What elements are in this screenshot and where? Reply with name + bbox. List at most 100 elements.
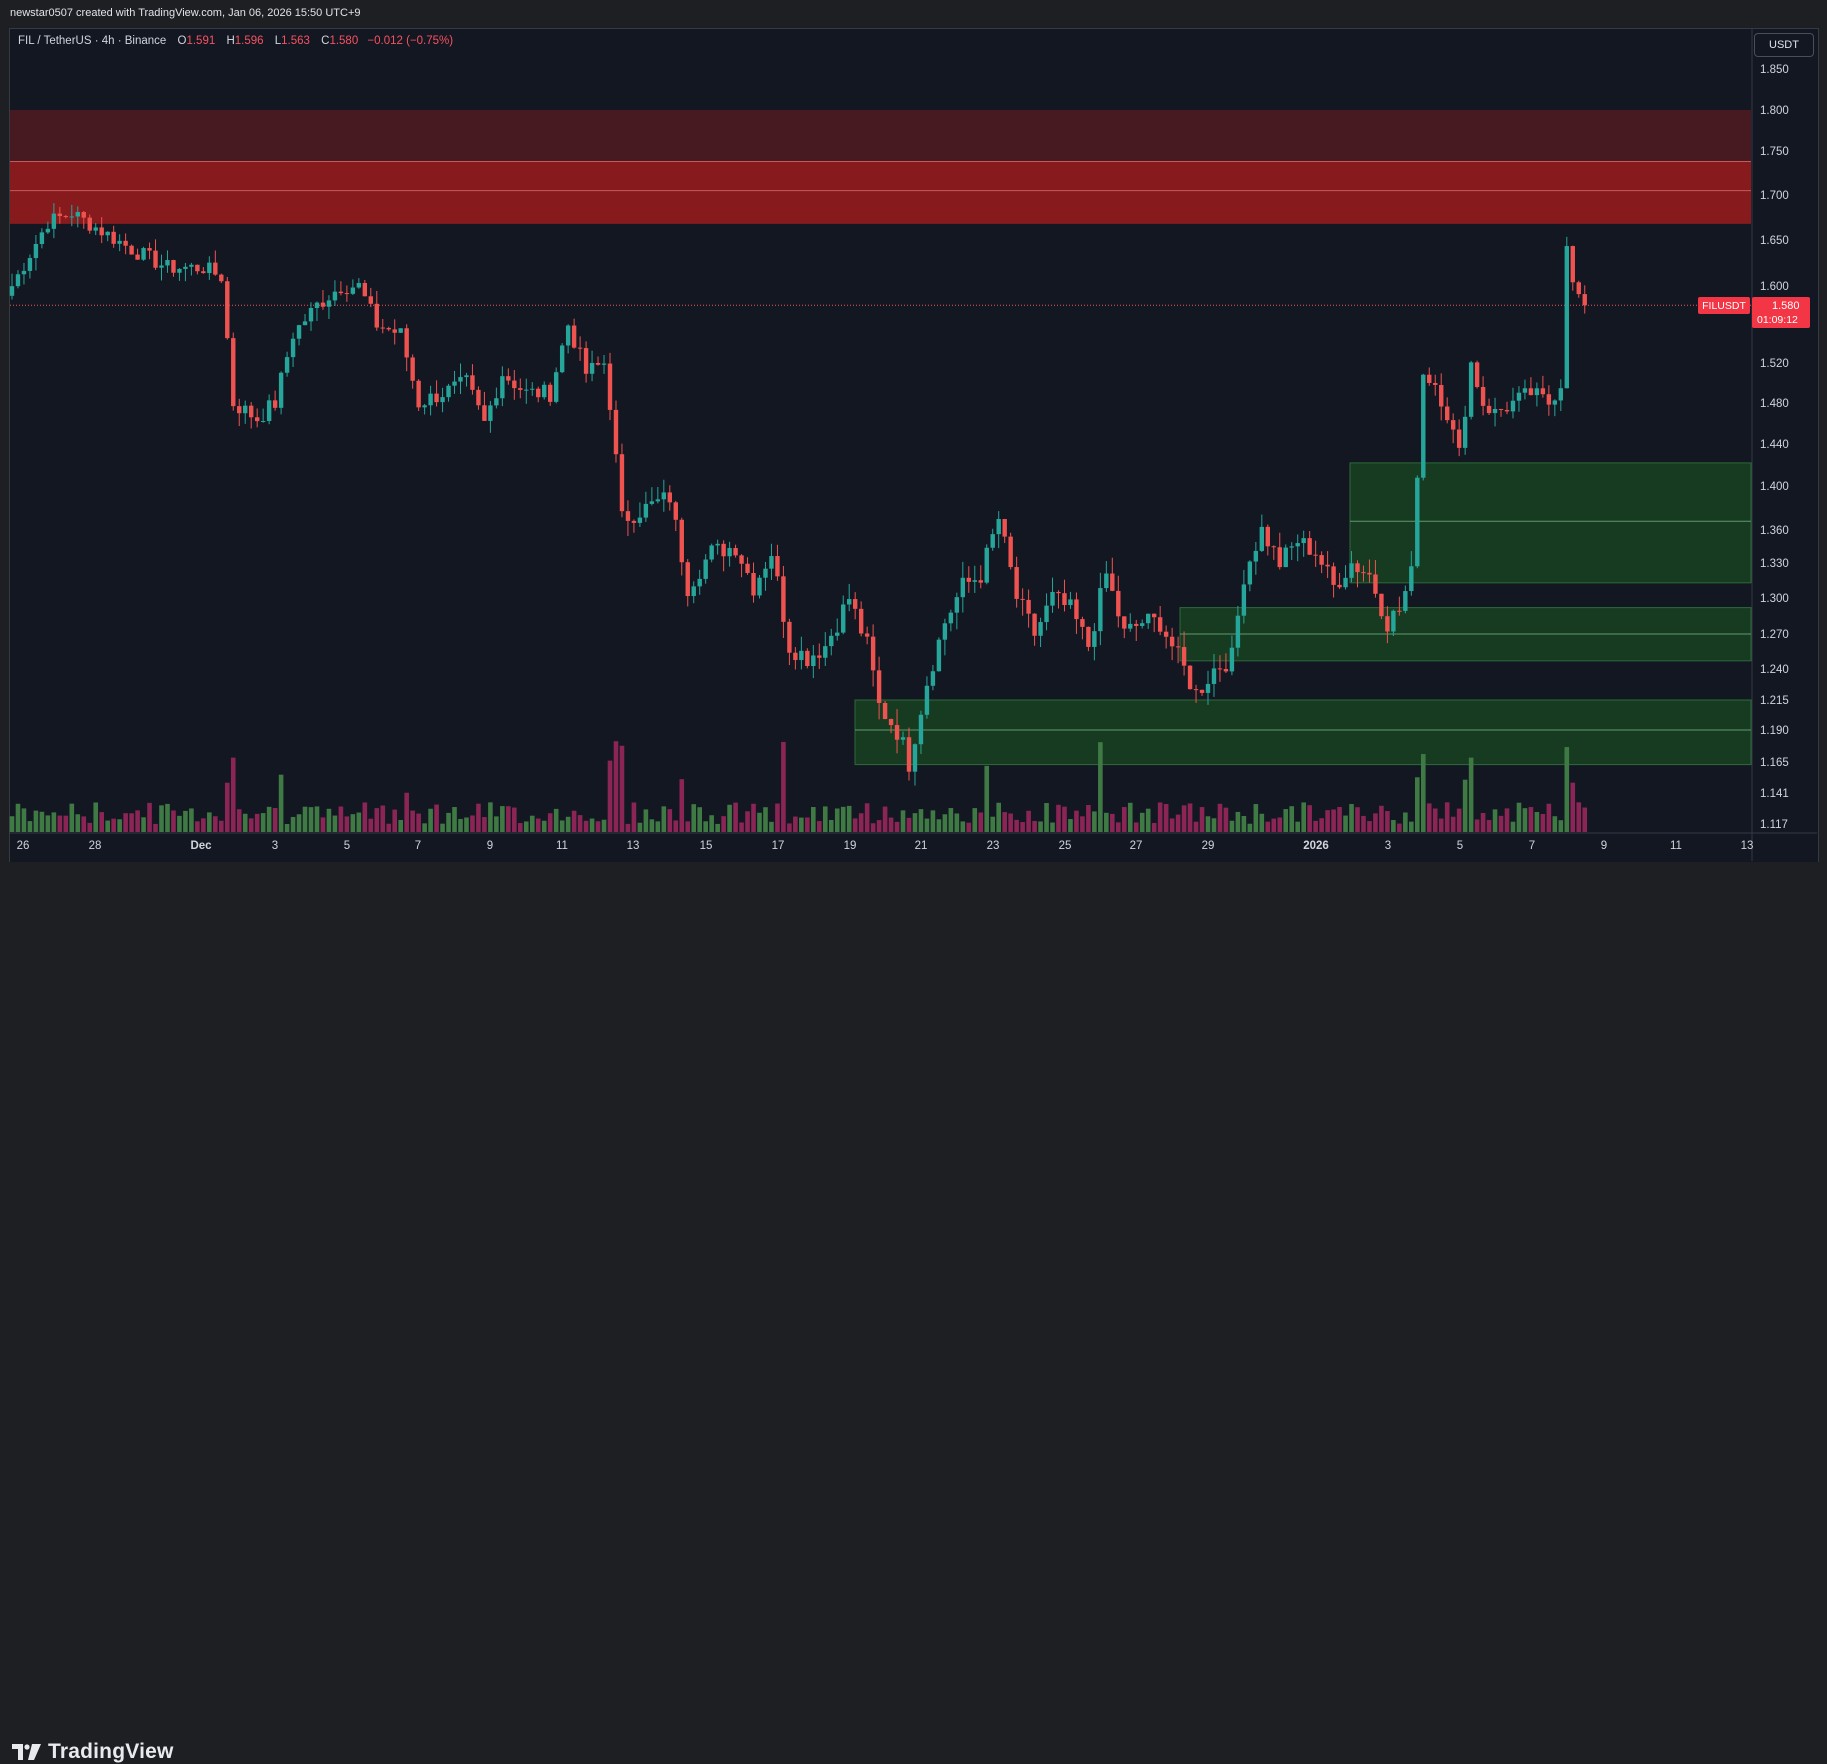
candle-body[interactable] bbox=[237, 406, 242, 414]
candle-body[interactable] bbox=[739, 555, 744, 564]
candle-body[interactable] bbox=[1146, 613, 1151, 624]
candle-body[interactable] bbox=[637, 517, 643, 523]
candle-body[interactable] bbox=[1223, 668, 1229, 672]
candle-body[interactable] bbox=[33, 244, 39, 259]
candle-body[interactable] bbox=[1014, 567, 1019, 599]
candle-body[interactable] bbox=[308, 307, 314, 322]
candle-body[interactable] bbox=[1074, 599, 1079, 620]
candle-body[interactable] bbox=[512, 380, 517, 389]
candle-body[interactable] bbox=[260, 421, 266, 423]
candle-body[interactable] bbox=[852, 599, 858, 609]
candle-body[interactable] bbox=[1456, 429, 1462, 448]
candle-body[interactable] bbox=[392, 329, 397, 333]
candle-body[interactable] bbox=[1433, 382, 1438, 385]
candle-body[interactable] bbox=[272, 400, 278, 408]
candle-body[interactable] bbox=[320, 302, 326, 307]
candle-body[interactable] bbox=[1217, 668, 1223, 670]
candle-body[interactable] bbox=[631, 520, 637, 523]
candle-body[interactable] bbox=[1301, 538, 1306, 544]
candle-body[interactable] bbox=[787, 621, 792, 653]
candle-body[interactable] bbox=[948, 612, 954, 624]
candle-body[interactable] bbox=[625, 511, 631, 521]
candle-body[interactable] bbox=[1325, 564, 1330, 567]
candle-body[interactable] bbox=[972, 580, 977, 582]
candle-body[interactable] bbox=[183, 266, 188, 269]
candle-body[interactable] bbox=[368, 296, 373, 304]
candle-body[interactable] bbox=[565, 325, 571, 346]
candle-body[interactable] bbox=[1445, 406, 1450, 421]
candle-body[interactable] bbox=[266, 400, 272, 422]
candle-body[interactable] bbox=[733, 547, 738, 556]
candle-body[interactable] bbox=[338, 291, 344, 294]
candle-body[interactable] bbox=[823, 646, 828, 658]
candle-body[interactable] bbox=[805, 650, 810, 667]
candle-body[interactable] bbox=[1098, 588, 1103, 632]
candle-body[interactable] bbox=[601, 363, 607, 365]
candle-body[interactable] bbox=[559, 345, 565, 373]
candle-body[interactable] bbox=[243, 405, 248, 414]
candle-body[interactable] bbox=[924, 685, 930, 715]
candle-body[interactable] bbox=[1086, 626, 1091, 647]
candle-body[interactable] bbox=[374, 303, 379, 328]
candle-body[interactable] bbox=[153, 250, 158, 268]
candle-body[interactable] bbox=[63, 216, 69, 218]
candle-body[interactable] bbox=[829, 635, 834, 647]
candle-body[interactable] bbox=[882, 702, 888, 720]
candle-body[interactable] bbox=[685, 562, 690, 597]
candle-body[interactable] bbox=[536, 388, 541, 398]
candle-body[interactable] bbox=[1528, 388, 1534, 396]
candle-body[interactable] bbox=[1002, 519, 1007, 537]
candle-body[interactable] bbox=[1570, 246, 1575, 283]
candle-body[interactable] bbox=[930, 671, 936, 686]
candle-body[interactable] bbox=[1439, 384, 1444, 407]
candle-body[interactable] bbox=[793, 652, 798, 661]
candle-body[interactable] bbox=[123, 240, 128, 246]
candle-body[interactable] bbox=[428, 393, 433, 406]
candle-body[interactable] bbox=[1504, 409, 1510, 412]
candle-body[interactable] bbox=[1516, 392, 1522, 401]
candle-body[interactable] bbox=[530, 388, 535, 390]
candle-body[interactable] bbox=[524, 389, 529, 391]
candle-body[interactable] bbox=[996, 519, 1001, 535]
candle-body[interactable] bbox=[1211, 668, 1217, 684]
candle-body[interactable] bbox=[21, 270, 27, 275]
candle-body[interactable] bbox=[111, 231, 116, 244]
candle-body[interactable] bbox=[1552, 400, 1558, 405]
candle-body[interactable] bbox=[697, 578, 702, 587]
candle-body[interactable] bbox=[906, 737, 912, 772]
candle-body[interactable] bbox=[171, 260, 176, 273]
candle-body[interactable] bbox=[1032, 613, 1037, 636]
candle-body[interactable] bbox=[715, 543, 720, 546]
candle-body[interactable] bbox=[129, 245, 134, 255]
candle-body[interactable] bbox=[1462, 416, 1468, 448]
candle-body[interactable] bbox=[45, 228, 51, 233]
candle-body[interactable] bbox=[595, 362, 601, 365]
candle-body[interactable] bbox=[679, 519, 684, 563]
candle-body[interactable] bbox=[1403, 591, 1408, 611]
candle-body[interactable] bbox=[1140, 623, 1145, 626]
candle-body[interactable] bbox=[1283, 547, 1288, 568]
candle-body[interactable] bbox=[984, 547, 989, 583]
candle-body[interactable] bbox=[1373, 574, 1378, 594]
candle-body[interactable] bbox=[231, 338, 236, 407]
candle-body[interactable] bbox=[1522, 388, 1528, 393]
candle-body[interactable] bbox=[9, 286, 15, 296]
candle-body[interactable] bbox=[135, 254, 140, 260]
candle-body[interactable] bbox=[751, 572, 756, 596]
candle-body[interactable] bbox=[1110, 573, 1115, 591]
candle-body[interactable] bbox=[1480, 386, 1486, 406]
candle-body[interactable] bbox=[1181, 647, 1187, 666]
candle-body[interactable] bbox=[1540, 388, 1546, 395]
candle-body[interactable] bbox=[990, 534, 995, 548]
candle-body[interactable] bbox=[225, 281, 230, 339]
candle-body[interactable] bbox=[1128, 623, 1133, 629]
candle-body[interactable] bbox=[1151, 613, 1157, 618]
candle-body[interactable] bbox=[1337, 584, 1342, 588]
candle-body[interactable] bbox=[799, 650, 804, 661]
candle-body[interactable] bbox=[326, 300, 332, 307]
candle-body[interactable] bbox=[936, 639, 942, 672]
candle-body[interactable] bbox=[51, 213, 57, 229]
candle-body[interactable] bbox=[1271, 546, 1276, 548]
candle-body[interactable] bbox=[1044, 605, 1049, 623]
candle-body[interactable] bbox=[177, 268, 182, 273]
